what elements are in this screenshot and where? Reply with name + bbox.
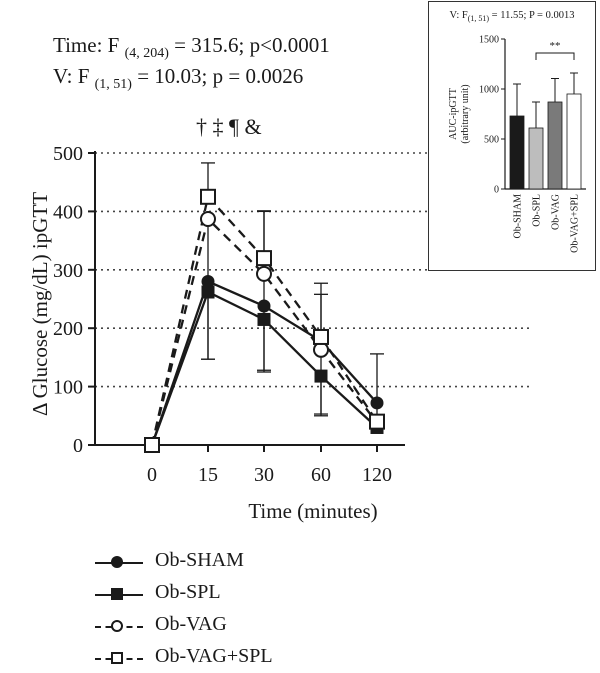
y-tick-label: 400 [53,201,83,223]
data-point [369,413,385,430]
auc-inset-chart: V: F(1, 51) = 11.55; P = 0.0013 0 500 1000… [428,1,596,271]
legend-item-ob-sham: Ob-SHAM [95,549,355,577]
data-point [370,396,384,410]
data-point [200,210,216,227]
time-stat-suffix: = 315.6; p<0.0001 [168,33,330,57]
time-stat-df: (4, 204) [124,46,169,62]
inset-y-tick-label: 1000 [479,85,499,96]
inset-y-tick-label: 0 [494,185,499,196]
inset-plot: 0 500 1000 1500 AUC-ipGTT (arbitrary unit) Ob-… [448,35,586,253]
inset-bar [509,115,525,190]
data-point [257,299,271,313]
time-stat-prefix: Time: F [53,33,120,57]
inset-significance-bracket [535,52,575,60]
data-point [201,274,215,288]
inset-x-tick-label: Ob-SPL [532,194,543,227]
inset-y-tick-label: 1500 [479,35,499,46]
v-stat-df: (1, 51) [94,77,132,93]
legend-label: Ob-VAG+SPL [155,645,273,667]
open-circle-marker-icon [111,620,123,632]
inset-x-tick-label: Ob-VAG [551,194,562,230]
y-axis-title: Δ Glucose (mg/dL) ipGTT [28,192,52,416]
data-point [200,188,216,205]
data-point [313,328,329,345]
legend-item-ob-vag: Ob-VAG [95,613,355,641]
inset-x-tick-label: Ob-VAG+SPL [570,194,581,253]
data-point [256,265,272,282]
data-point [314,369,328,383]
inset-y-axis-title-line1: AUC-ipGTT [448,88,459,140]
y-tick-label: 500 [53,143,83,165]
inset-y-tick-label: 500 [484,135,499,146]
inset-significance-label: ** [550,40,561,52]
x-tick-label: 15 [198,464,218,486]
data-point [256,250,272,267]
data-point [144,437,160,453]
inset-title-prefix: V: F [449,10,468,21]
series-line [150,216,378,446]
legend-label: Ob-VAG [155,613,227,635]
y-tick-label: 100 [53,377,83,399]
filled-circle-marker-icon [111,556,123,568]
x-axis-title: Time (minutes) [248,499,377,523]
filled-square-marker-icon [111,588,123,600]
inset-bar [566,93,582,190]
y-tick-label: 0 [73,435,83,457]
x-tick-label: 0 [147,464,157,486]
legend-label: Ob-SHAM [155,549,244,571]
v-stat-suffix: = 10.03; p = 0.0026 [131,64,304,88]
inset-y-axis-title-line2: (arbitrary unit) [460,84,471,143]
legend-item-ob-spl: Ob-SPL [95,581,355,609]
y-tick-label: 200 [53,318,83,340]
inset-x-tick-label: Ob-SHAM [513,194,524,239]
significance-marks: † ‡ ¶ & [196,114,262,139]
inset-bar [528,127,544,190]
data-point [201,285,215,299]
data-point [257,312,271,326]
v-stat-prefix: V: F [53,64,90,88]
y-tick-label: 300 [53,260,83,282]
inset-title: V: F(1, 51) = 11.55; P = 0.0013 [429,10,595,23]
open-square-marker-icon [111,652,123,664]
x-tick-label: 60 [311,464,331,486]
x-tick-label: 120 [362,464,392,486]
time-anova-stat: Time: F (4, 204) = 315.6; p<0.0001 [53,33,330,62]
legend-label: Ob-SPL [155,581,221,603]
v-anova-stat: V: F (1, 51) = 10.03; p = 0.0026 [53,64,303,93]
inset-bar [547,101,563,190]
legend-item-ob-vag-spl: Ob-VAG+SPL [95,645,355,673]
inset-title-df: (1, 51) [467,14,490,24]
x-tick-label: 30 [254,464,274,486]
inset-title-suffix: = 11.55; P = 0.0013 [489,10,575,21]
